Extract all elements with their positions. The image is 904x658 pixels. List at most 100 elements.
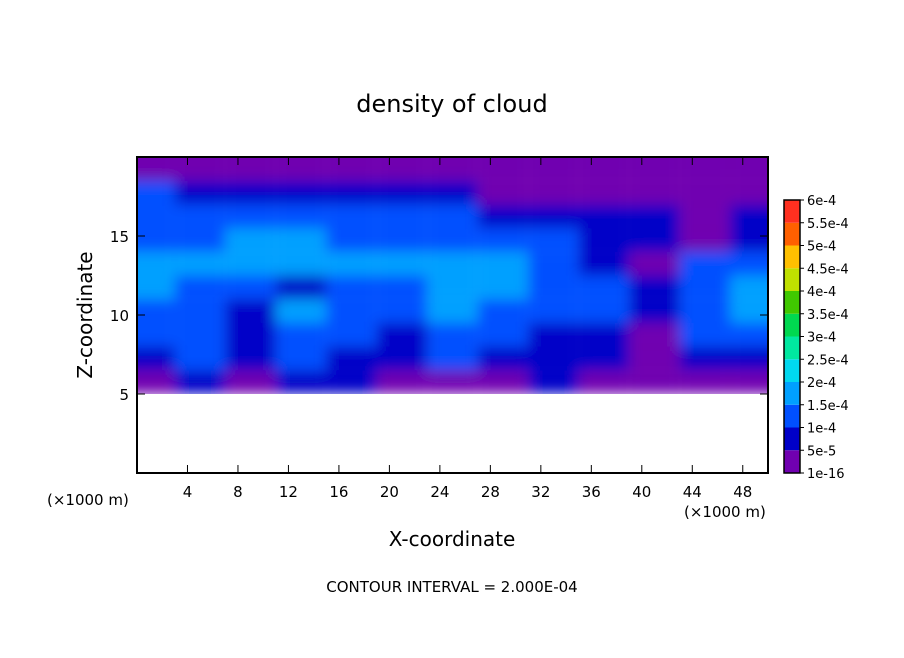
y-tick-label: 5 [119,386,129,404]
cell [477,228,529,252]
axes: 4 8 12 16 20 24 28 32 36 40 44 48510151e-165e-51e-4… [110,156,849,501]
cell [174,299,226,323]
colorbar-swatch [784,222,800,246]
cell [275,299,327,323]
x-tick-label: 12 [279,483,298,501]
colorbar-label: 1e-16 [807,467,845,482]
colorbar-swatch [784,404,800,428]
cell [275,346,327,371]
x-tick-label: 48 [733,483,752,501]
x-tick-label: 16 [329,483,348,501]
cell [376,299,428,323]
cell [477,204,529,229]
cell [174,275,226,300]
colorbar-label: 3e-4 [807,331,836,346]
cell [629,180,680,205]
colorbar-swatch [784,268,800,291]
cell [629,346,680,371]
colorbar-label: 5e-4 [807,240,836,255]
x-tick-label: 28 [481,483,500,501]
cell [275,204,327,229]
cell [477,251,529,276]
cell [275,251,327,276]
cell [679,299,731,323]
y-tick-label: 10 [110,307,129,325]
cell [629,228,680,252]
cell [137,299,175,323]
colorbar-swatch [784,313,800,337]
colorbar-label: 2.5e-4 [807,353,849,368]
cell [528,275,579,300]
cell [578,204,630,229]
x-unit-label: (×1000 m) [47,491,129,509]
cell [225,180,276,205]
x-unit-label: (×1000 m) [684,503,766,521]
cell [629,275,680,300]
cell [427,251,478,276]
cell [679,322,731,347]
x-tick-label: 40 [632,483,651,501]
colorbar-swatch [784,359,800,382]
cell [326,180,377,205]
cell [225,346,276,371]
cell [629,299,680,323]
colorbar-label: 5.5e-4 [807,217,849,232]
cell [174,180,226,205]
cell [730,322,768,347]
cell [174,370,226,394]
cell [376,322,428,347]
cell [730,346,768,371]
cell [679,370,731,394]
colorbar-label: 5e-5 [807,444,836,459]
cell [578,275,630,300]
field [137,157,768,394]
colorbar-label: 4.5e-4 [807,262,849,277]
cell [225,228,276,252]
cell [528,322,579,347]
cell [174,322,226,347]
cell [427,180,478,205]
colorbar-swatch [784,245,800,269]
cell [326,204,377,229]
x-tick-label: 44 [683,483,702,501]
cell [477,299,529,323]
cell [477,346,529,371]
cell [376,346,428,371]
cell [528,299,579,323]
cell [376,370,428,394]
cell [578,228,630,252]
cell [427,204,478,229]
colorbar-label: 4e-4 [807,285,836,300]
cell [376,251,428,276]
cell [730,275,768,300]
colorbar-label: 3.5e-4 [807,308,849,323]
cell [275,370,327,394]
cell [376,275,428,300]
x-tick-label: 32 [531,483,550,501]
cell [137,370,175,394]
cell [679,204,731,229]
cell [174,251,226,276]
cell [578,180,630,205]
chart-title: density of cloud [356,90,547,118]
cell [326,251,377,276]
cell [275,228,327,252]
cell [730,157,768,181]
x-tick-label: 24 [430,483,449,501]
cell [326,370,377,394]
cell [477,275,529,300]
cell [427,346,478,371]
x-tick-label: 20 [380,483,399,501]
cell [275,322,327,347]
cell [326,322,377,347]
cell [578,370,630,394]
cell [137,180,175,205]
cell [679,346,731,371]
cell [427,299,478,323]
colorbar-swatch [784,382,800,405]
y-tick-label: 15 [110,228,129,246]
colorbar-swatch [784,291,800,314]
cell [528,346,579,371]
x-tick-label: 8 [233,483,243,501]
cell [326,299,377,323]
